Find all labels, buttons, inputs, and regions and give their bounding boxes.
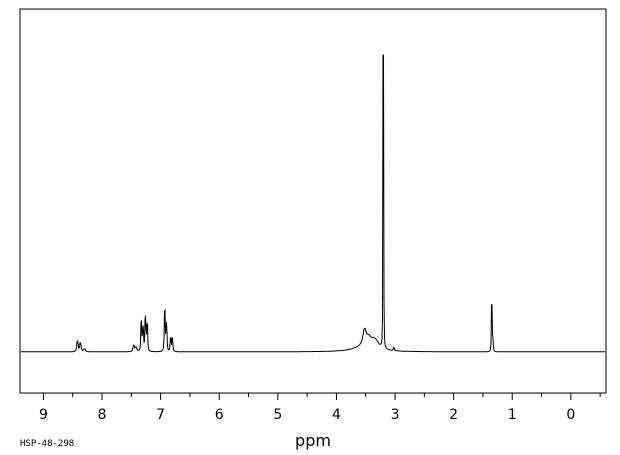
x-tick-label: 4	[332, 407, 341, 423]
x-tick-label: 8	[98, 407, 107, 423]
x-axis-ticks	[42, 393, 601, 400]
plot-area-frame	[19, 8, 607, 394]
x-tick-label: 7	[156, 407, 165, 423]
x-tick-label: 6	[215, 407, 224, 423]
x-tick-label: 9	[39, 407, 48, 423]
x-tick-label: 1	[508, 407, 517, 423]
x-tick-label: 3	[391, 407, 400, 423]
x-axis-title: ppm	[295, 431, 331, 450]
x-tick-label: 5	[273, 407, 282, 423]
x-axis-tick-labels: 9 8 7 6 5 4 3 2 1 0	[39, 407, 575, 423]
spectrum-id-footnote: HSP-48-298	[20, 439, 74, 449]
x-tick-label: 0	[566, 407, 575, 423]
x-tick-label: 2	[449, 407, 458, 423]
spectrum-line	[21, 54, 605, 353]
